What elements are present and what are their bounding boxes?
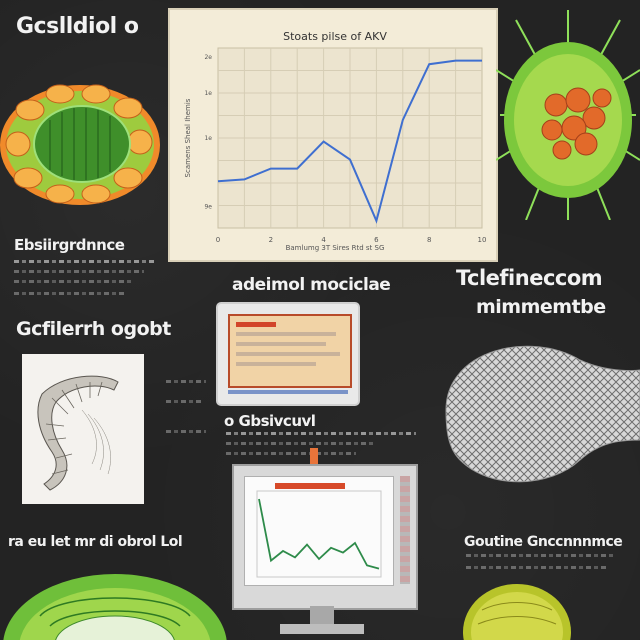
- monitor-screen: [244, 476, 394, 586]
- monitor-icon: [232, 464, 418, 610]
- heading-bottom-right: Goutine Gnccnnnmce: [464, 534, 623, 550]
- bone-sketch-icon: [37, 375, 119, 491]
- seed-icon: [463, 584, 571, 640]
- text-line: [14, 270, 144, 273]
- marker: [310, 448, 318, 464]
- text-line: [166, 380, 206, 383]
- y-tick-label: 2e: [204, 54, 212, 61]
- heading-left-mid: Ebsiirgrdnnce: [14, 236, 125, 254]
- chart-x-label: Bamlumg 3T Sires Rtd st SG: [286, 244, 385, 252]
- text-line: [166, 400, 202, 403]
- text-line: [226, 432, 416, 435]
- x-tick-label: 4: [321, 236, 326, 244]
- chart-y-label: Scamens Sheal Ihemis: [184, 98, 192, 177]
- text-line: [466, 554, 616, 557]
- y-tick-label: 1e: [204, 90, 212, 97]
- y-tick-label: 1e: [204, 135, 212, 142]
- heading-center: adeimol mociclae: [232, 275, 391, 295]
- text-line: [14, 292, 124, 295]
- text-line: [166, 430, 206, 433]
- x-tick-label: 10: [478, 236, 487, 244]
- x-tick-label: 8: [427, 236, 431, 244]
- x-tick-label: 2: [269, 236, 273, 244]
- x-tick-label: 6: [374, 236, 379, 244]
- main-chart-panel: Stoats pilse of AKV Scamens Sheal Ihemis…: [168, 8, 498, 262]
- bone-sketch-panel: [22, 354, 144, 504]
- heading-top-left: Gcslldiol o: [16, 14, 139, 39]
- heading-right-line1: Tclefineccom: [456, 266, 603, 290]
- chart-title: Stoats pilse of AKV: [283, 30, 387, 43]
- series-line: [217, 59, 482, 224]
- laptop-screen-icon: [218, 304, 358, 404]
- text-line: [226, 442, 376, 445]
- text-line: [226, 452, 356, 455]
- heading-left-organ: Gcfilerrh ogobt: [16, 318, 171, 340]
- mesh-organ-icon: [445, 345, 640, 483]
- heading-center-lower: o Gbsivcuvl: [224, 412, 316, 430]
- main-line-chart: Stoats pilse of AKV Scamens Sheal Ihemis…: [184, 30, 487, 252]
- green-cell-icon: [3, 574, 227, 640]
- monitor-line-chart: [256, 483, 382, 578]
- text-line: [466, 566, 606, 569]
- monitor-stand: [310, 606, 334, 626]
- monitor-base: [280, 624, 364, 634]
- screen-content: [228, 314, 352, 388]
- heading-bottom-left: ra eu let mr di obrol Lol: [8, 534, 183, 550]
- monitor-series-line: [258, 498, 380, 570]
- spiky-cell-icon: [496, 10, 640, 220]
- plant-cell-icon: [0, 84, 160, 205]
- x-tick-label: 0: [216, 236, 220, 244]
- text-line: [14, 280, 134, 283]
- heading-right-line2: mimmemtbe: [476, 296, 606, 318]
- y-tick-label: 9e: [204, 203, 212, 210]
- text-line: [14, 260, 154, 263]
